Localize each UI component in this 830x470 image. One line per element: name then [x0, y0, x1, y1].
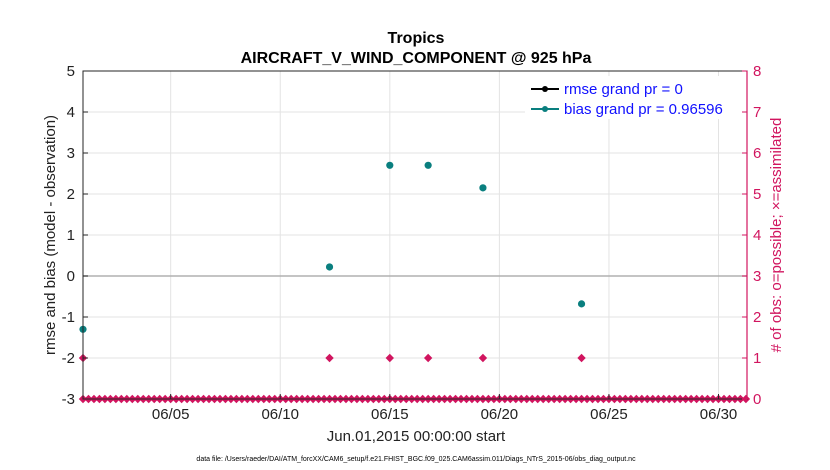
obs-spike-marker-3	[423, 353, 433, 363]
y-tick-label-3: 0	[67, 268, 75, 285]
obs-spike-marker-4	[478, 353, 488, 363]
y-tick-label-5: 2	[67, 186, 75, 203]
y2-tick-label-8: 8	[753, 63, 761, 80]
footnote: data file: /Users/raeder/DAI/ATM_forcXX/…	[196, 456, 636, 463]
x-axis: 06/05 06/10 06/15 06/20 06/25 06/30	[152, 394, 737, 423]
bias-point-5	[577, 300, 586, 308]
legend-label-rmse: rmse grand pr = 0	[564, 81, 683, 98]
y-tick-label-6: 3	[67, 145, 75, 162]
bias-point-1	[325, 263, 334, 271]
legend-marker-rmse	[542, 86, 548, 92]
y-tick-label-4: 1	[67, 227, 75, 244]
y2-tick-label-5: 5	[753, 186, 761, 203]
x-tick-label-4: 06/25	[590, 406, 628, 423]
obs-spike-marker-2	[385, 353, 394, 363]
x-tick-label-1: 06/10	[261, 406, 299, 423]
obs-spike-marker-5	[577, 353, 586, 363]
bias-point-2	[386, 161, 394, 169]
x-axis-label: Jun.01,2015 00:00:00 start	[327, 428, 506, 445]
y2-tick-label-4: 4	[753, 227, 761, 244]
y-tick-label-7: 4	[67, 104, 75, 121]
y-axis-label: rmse and bias (model - observation)	[42, 115, 59, 355]
y-axis-right: 0 1 2 3 4 5 6 7 8	[742, 63, 761, 408]
legend: rmse grand pr = 0 bias grand pr = 0.9659…	[525, 76, 742, 119]
y2-axis-label: # of obs: o=possible; ×=assimilated	[768, 118, 785, 353]
bias-point-4	[479, 184, 487, 192]
y-tick-label-2: -1	[62, 309, 75, 326]
bias-point-3	[424, 161, 432, 169]
y2-tick-label-0: 0	[753, 391, 761, 408]
y2-tick-label-1: 1	[753, 350, 761, 367]
y2-tick-label-2: 2	[753, 309, 761, 326]
x-tick-label-0: 06/05	[152, 406, 190, 423]
y-tick-label-8: 5	[67, 63, 75, 80]
legend-box	[525, 76, 742, 119]
x-tick-label-2: 06/15	[371, 406, 409, 423]
y-tick-label-0: -3	[62, 391, 75, 408]
y-axis-left: -3 -2 -1 0 1 2 3 4 5	[62, 63, 88, 408]
legend-marker-bias	[542, 106, 548, 112]
grid	[83, 70, 747, 400]
y-tick-label-1: -2	[62, 350, 75, 367]
y2-tick-label-3: 3	[753, 268, 761, 285]
chart-subtitle: AIRCRAFT_V_WIND_COMPONENT @ 925 hPa	[241, 50, 592, 67]
legend-label-bias: bias grand pr = 0.96596	[564, 101, 723, 118]
x-tick-label-5: 06/30	[700, 406, 738, 423]
y2-tick-label-7: 7	[753, 104, 761, 121]
chart-title: Tropics	[388, 30, 445, 47]
x-tick-label-3: 06/20	[481, 406, 519, 423]
obs-series	[78, 353, 751, 404]
bias-series	[79, 161, 586, 333]
y2-tick-label-6: 6	[753, 145, 761, 162]
obs-spike-marker-1	[325, 353, 334, 363]
